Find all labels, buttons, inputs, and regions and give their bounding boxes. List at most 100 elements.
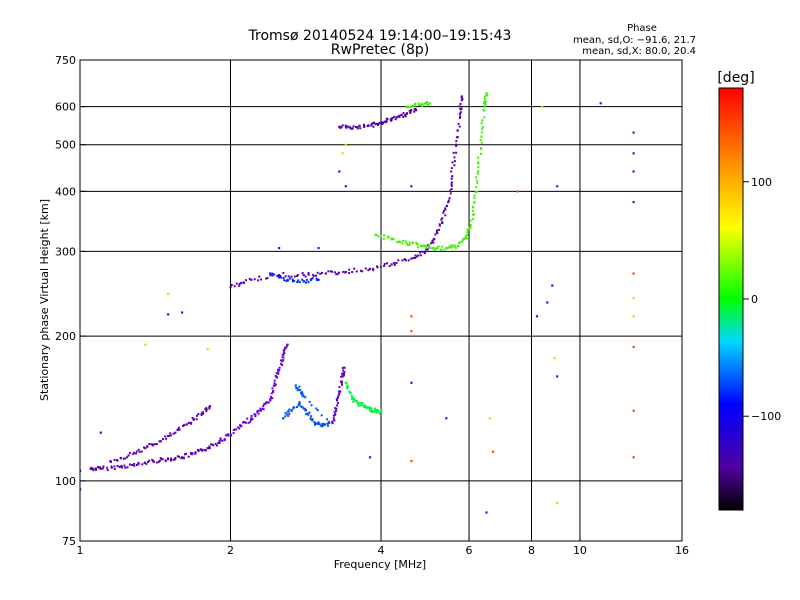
data-point (282, 277, 285, 279)
data-point (174, 431, 177, 434)
data-point (205, 407, 208, 409)
data-point (415, 109, 418, 112)
data-point (456, 129, 459, 132)
data-point (131, 464, 134, 466)
data-point (284, 415, 287, 418)
data-point (461, 98, 464, 101)
data-point (158, 459, 161, 462)
data-point (363, 125, 366, 128)
data-point (459, 115, 462, 118)
data-point (176, 455, 179, 458)
data-point (262, 408, 265, 411)
data-point (341, 152, 344, 155)
data-point (411, 242, 414, 245)
data-point (276, 368, 279, 371)
data-point (283, 351, 285, 354)
data-point (480, 141, 483, 144)
data-point (341, 383, 343, 386)
x-tick-label: 10 (573, 544, 587, 557)
data-point (476, 170, 480, 173)
phase-heading: Phase (627, 23, 657, 34)
data-point (339, 390, 342, 393)
data-point (370, 407, 373, 410)
data-point (333, 411, 336, 414)
data-point (412, 257, 415, 259)
data-point (453, 245, 455, 248)
data-point (283, 348, 286, 351)
data-point (307, 413, 310, 416)
data-point (281, 360, 284, 363)
data-point (369, 410, 372, 413)
data-point (409, 106, 412, 109)
data-point (359, 401, 361, 404)
data-point (245, 279, 247, 282)
data-point (256, 410, 259, 413)
data-point (310, 278, 313, 281)
data-point (473, 213, 476, 216)
data-point (185, 423, 188, 426)
data-point (259, 407, 262, 410)
data-point (274, 375, 277, 377)
y-tick-label: 750 (55, 54, 76, 67)
data-point (450, 181, 453, 184)
phase-stats-o: mean, sd,O: −91.6, 21.7 (573, 35, 696, 46)
data-point (224, 434, 227, 437)
data-point (92, 467, 95, 470)
data-point (341, 366, 344, 369)
data-point (110, 466, 113, 469)
data-point (379, 265, 382, 268)
data-point (483, 116, 486, 119)
data-point (343, 366, 346, 369)
data-point (348, 268, 351, 271)
x-tick-label: 1 (77, 544, 84, 557)
data-point (322, 424, 325, 427)
data-point (377, 122, 380, 125)
data-point (124, 457, 126, 460)
data-point (318, 423, 321, 426)
data-point (248, 277, 251, 280)
data-point (452, 151, 455, 154)
data-point (368, 267, 372, 270)
data-point (148, 443, 151, 446)
data-point (414, 256, 417, 259)
data-point (481, 119, 484, 122)
data-point (308, 411, 311, 414)
data-point (144, 343, 147, 346)
data-point (380, 408, 383, 411)
data-point (137, 462, 140, 465)
data-point (140, 450, 143, 453)
data-point (97, 466, 100, 469)
data-point (265, 277, 268, 280)
data-point (342, 374, 345, 377)
data-point (205, 408, 208, 411)
x-tick-label: 6 (466, 544, 473, 557)
data-point (301, 278, 304, 281)
data-point (481, 131, 483, 134)
data-point (143, 446, 145, 449)
data-point (286, 410, 289, 413)
data-point (410, 460, 413, 463)
data-point (336, 399, 338, 402)
data-point (341, 124, 344, 127)
data-point (257, 279, 260, 282)
data-point (372, 269, 375, 272)
data-point (247, 421, 250, 424)
data-point (480, 152, 482, 155)
data-point (307, 281, 310, 284)
data-point (212, 444, 215, 447)
data-point (244, 421, 247, 424)
data-point (338, 392, 341, 395)
data-point (326, 422, 329, 425)
data-point (279, 359, 282, 362)
x-tick-label: 8 (528, 544, 535, 557)
data-point (407, 259, 410, 262)
data-point (121, 466, 123, 469)
data-point (632, 152, 635, 155)
data-point (201, 449, 204, 452)
data-point (195, 418, 198, 421)
data-point (445, 417, 448, 420)
colorbar-tick-label: −100 (751, 410, 781, 423)
data-point (332, 414, 335, 417)
data-point (441, 217, 444, 220)
data-point (167, 292, 170, 295)
